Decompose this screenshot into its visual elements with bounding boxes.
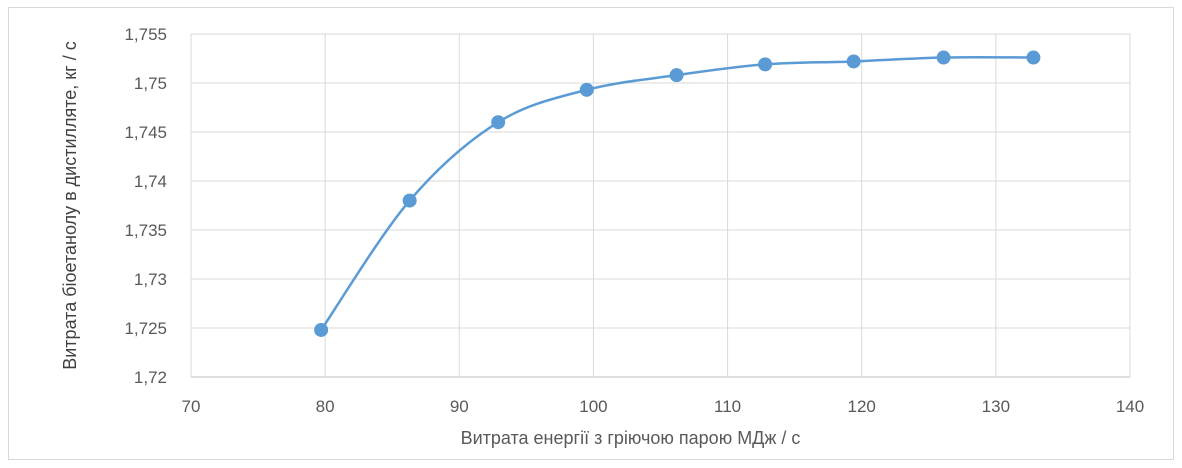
y-tick-label: 1,75 bbox=[134, 74, 167, 93]
data-point bbox=[846, 54, 861, 69]
data-point bbox=[491, 115, 506, 130]
data-point bbox=[936, 50, 951, 65]
x-tick-label: 120 bbox=[848, 397, 876, 416]
y-tick-label: 1,725 bbox=[124, 319, 167, 338]
y-tick-label: 1,745 bbox=[124, 123, 167, 142]
x-tick-label: 130 bbox=[982, 397, 1010, 416]
x-tick-label: 140 bbox=[1116, 397, 1144, 416]
series-markers bbox=[314, 50, 1041, 337]
y-tick-labels: 1,72 1,725 1,73 1,735 1,74 1,745 1,75 1,755 bbox=[124, 25, 167, 387]
data-point bbox=[314, 322, 329, 337]
x-tick-label: 100 bbox=[579, 397, 607, 416]
x-tick-label: 80 bbox=[316, 397, 335, 416]
y-tick-label: 1,735 bbox=[124, 221, 167, 240]
x-axis-title: Витрата енергії з гріючою парою МДж / с bbox=[461, 428, 801, 448]
data-point bbox=[579, 82, 594, 97]
data-point bbox=[1026, 50, 1041, 65]
x-tick-label: 70 bbox=[182, 397, 201, 416]
series-line bbox=[320, 55, 1034, 331]
x-tick-label: 90 bbox=[450, 397, 469, 416]
data-point bbox=[669, 68, 684, 83]
gridlines bbox=[190, 33, 1131, 378]
x-tick-label: 110 bbox=[714, 397, 741, 416]
data-point bbox=[402, 193, 417, 208]
y-tick-label: 1,73 bbox=[134, 270, 167, 289]
x-tick-labels: 70 80 90 100 110 120 130 140 bbox=[182, 397, 1145, 416]
data-point bbox=[758, 57, 773, 72]
y-axis-title: Витрата біоетанолу в дистилляте, кг / с bbox=[60, 41, 80, 370]
y-tick-label: 1,755 bbox=[124, 25, 167, 44]
y-tick-label: 1,74 bbox=[134, 172, 167, 191]
y-tick-label: 1,72 bbox=[134, 368, 167, 387]
